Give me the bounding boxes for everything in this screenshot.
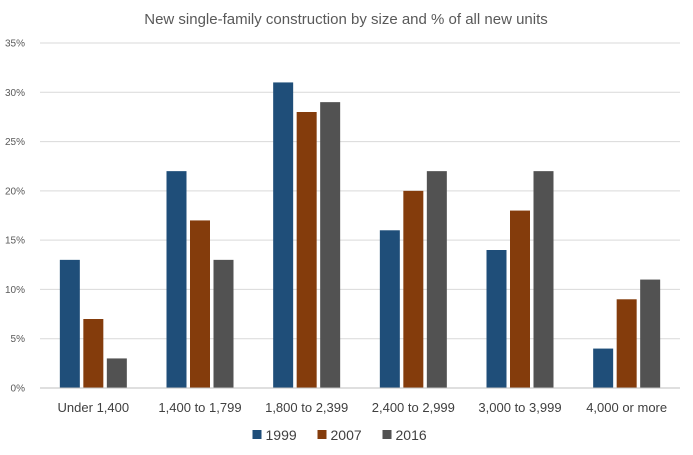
gridlines (40, 42, 680, 340)
legend-label: 2016 (396, 427, 427, 443)
chart-title: New single-family construction by size a… (144, 11, 548, 28)
x-tick-label: 1,400 to 1,799 (158, 400, 241, 415)
y-tick-label: 20% (5, 186, 25, 197)
x-tick-label: 2,400 to 2,999 (372, 400, 455, 415)
y-axis-ticks: 0% 5% 10% 15% 20% 25% 30% 35% (5, 39, 25, 395)
x-tick-label: 1,800 to 2,399 (265, 400, 348, 415)
bars (59, 82, 661, 389)
bar-2016 (640, 279, 661, 388)
x-tick-label: 3,000 to 3,999 (478, 400, 561, 415)
y-tick-label: 30% (5, 88, 25, 99)
y-tick-label: 35% (5, 39, 25, 50)
y-tick-label: 10% (5, 285, 25, 296)
bar-2007 (83, 319, 104, 388)
x-tick-label: Under 1,400 (58, 400, 130, 415)
bar-2016 (320, 102, 341, 389)
bar-1999 (593, 348, 614, 388)
bar-1999 (486, 250, 507, 388)
bar-2016 (533, 171, 554, 388)
legend-label: 1999 (266, 427, 297, 443)
bar-2007 (296, 112, 317, 388)
legend-swatch (252, 430, 262, 439)
y-tick-label: 25% (5, 137, 25, 148)
legend-swatch (382, 430, 392, 439)
legend: 1999 2007 2016 (252, 427, 427, 443)
bar-2016 (426, 171, 447, 388)
bar-2007 (403, 190, 424, 388)
bar-2016 (213, 259, 234, 388)
legend-label: 2007 (331, 427, 362, 443)
bar-1999 (59, 259, 80, 388)
bar-2007 (510, 210, 530, 388)
bar-1999 (166, 171, 187, 388)
bar-2007 (190, 220, 210, 388)
y-tick-label: 5% (11, 334, 26, 345)
bar-2007 (616, 299, 637, 388)
bar-2016 (106, 358, 127, 388)
bar-1999 (273, 82, 294, 388)
x-axis-ticks: Under 1,400 1,400 to 1,799 1,800 to 2,399 2… (58, 400, 668, 415)
bar-1999 (379, 230, 400, 388)
y-tick-label: 15% (5, 236, 25, 247)
legend-swatch (317, 430, 327, 439)
y-tick-label: 0% (11, 384, 26, 395)
x-tick-label: 4,000 or more (586, 400, 667, 415)
